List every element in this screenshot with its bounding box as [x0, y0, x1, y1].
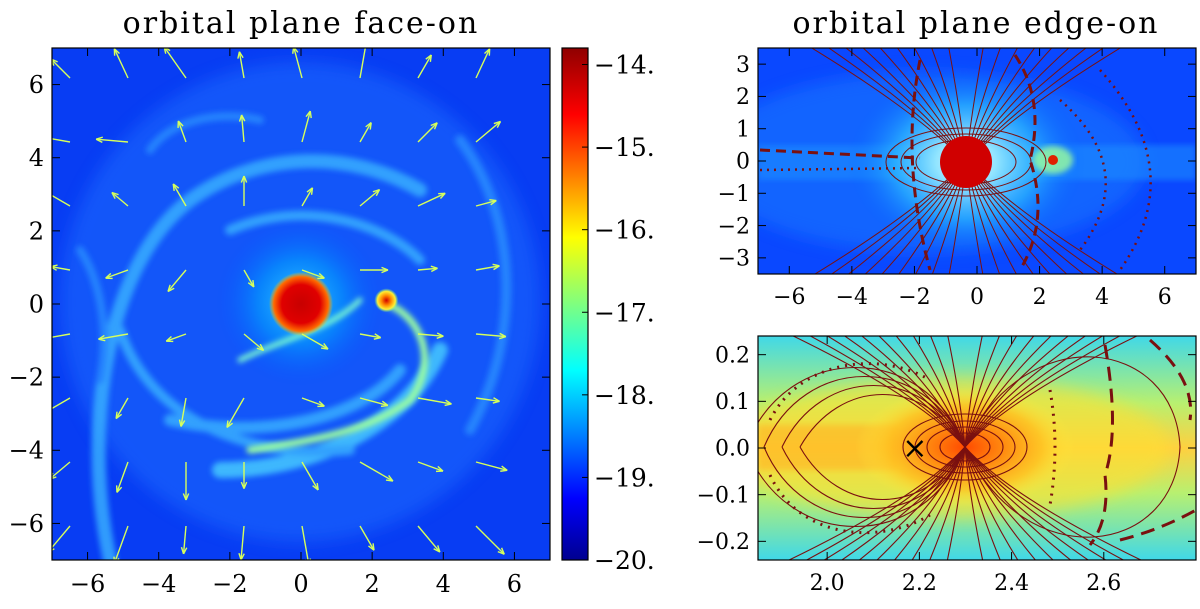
x-tick-label: 2.6	[1086, 571, 1121, 596]
x-tick-label: 6	[507, 570, 522, 598]
colorbar-tick-label: −16.	[594, 216, 655, 245]
secondary-star	[374, 288, 398, 312]
x-tick-label: 2	[1033, 285, 1047, 310]
y-tick-label: −3	[718, 247, 750, 272]
velocity-arrowhead	[43, 136, 50, 137]
x-tick-label: 2.2	[902, 571, 937, 596]
colorbar-tick-label: −14.	[594, 51, 655, 80]
velocity-arrowhead	[44, 191, 51, 192]
velocity-arrowhead	[367, 41, 368, 48]
colorbar-tick-label: −17.	[594, 298, 655, 327]
x-tick-label: −2	[212, 570, 247, 598]
x-tick-label: 2	[365, 570, 380, 598]
y-tick-label: 0.2	[715, 343, 750, 368]
velocity-arrowhead	[45, 335, 51, 339]
velocity-arrowhead	[253, 280, 254, 287]
y-tick-label: −2	[9, 364, 44, 392]
velocity-arrowhead	[43, 137, 49, 141]
y-tick-label: −2	[718, 214, 750, 239]
x-tick-label: 0	[293, 570, 308, 598]
y-tick-label: −0.2	[697, 530, 750, 555]
velocity-arrowhead	[489, 200, 496, 201]
x-tick-label: −4	[836, 285, 868, 310]
x-tick-label: 6	[1158, 285, 1172, 310]
y-tick-label: −4	[9, 437, 44, 465]
y-tick-label: 0	[29, 290, 44, 318]
velocity-arrowhead	[317, 483, 318, 490]
x-tick-label: 0	[970, 285, 984, 310]
velocity-arrowhead	[41, 409, 45, 415]
face-on-heatmap	[41, 41, 550, 566]
colorbar-axis: −14. −15. −16. −17. −18. −19. −20.	[582, 51, 655, 575]
edge-on-heatmap	[705, 22, 1196, 302]
colorbar	[562, 48, 588, 560]
x-tick-label: 2.4	[994, 571, 1029, 596]
x-tick-label: −2	[898, 285, 930, 310]
x-tick-label: 4	[436, 570, 451, 598]
velocity-arrowhead	[48, 545, 50, 552]
x-tick-label: −6	[70, 570, 105, 598]
y-tick-label: −1	[718, 182, 750, 207]
y-tick-label: 0	[736, 150, 750, 175]
edge-on-title: orbital plane edge-on	[792, 6, 1159, 41]
colorbar-tick-label: −20.	[594, 546, 655, 575]
primary-star	[269, 272, 333, 336]
colorbar-tick-label: −18.	[594, 381, 655, 410]
velocity-arrowhead	[44, 191, 48, 197]
face-on-title: orbital plane face-on	[123, 6, 480, 41]
velocity-arrowhead	[373, 543, 374, 550]
y-tick-label: 0.1	[715, 390, 750, 415]
y-tick-label: 6	[29, 71, 44, 99]
x-tick-label: 4	[1095, 285, 1109, 310]
velocity-arrowhead	[45, 338, 52, 339]
y-tick-label: 3	[736, 53, 750, 78]
y-tick-label: 0.0	[715, 437, 750, 462]
colorbar-tick-label: −15.	[594, 133, 655, 162]
y-tick-label: 2	[29, 217, 44, 245]
l1-point-marker: ×	[902, 431, 927, 466]
x-tick-label: −6	[773, 285, 805, 310]
x-tick-label: −4	[141, 570, 176, 598]
y-tick-label: 4	[29, 144, 44, 172]
y-tick-label: −0.1	[697, 483, 750, 508]
y-tick-label: 1	[736, 117, 750, 142]
velocity-arrowhead	[381, 405, 388, 406]
y-tick-label: −6	[9, 510, 44, 538]
velocity-arrowhead	[173, 184, 174, 191]
velocity-arrowhead	[41, 414, 48, 415]
x-tick-label: 2.0	[810, 571, 845, 596]
velocity-arrowhead	[500, 470, 507, 471]
velocity-arrowhead	[363, 41, 367, 47]
zoom-heatmap	[730, 332, 1196, 562]
colorbar-tick-label: −19.	[594, 463, 655, 492]
velocity-arrowhead	[310, 111, 311, 118]
y-tick-label: 2	[736, 85, 750, 110]
